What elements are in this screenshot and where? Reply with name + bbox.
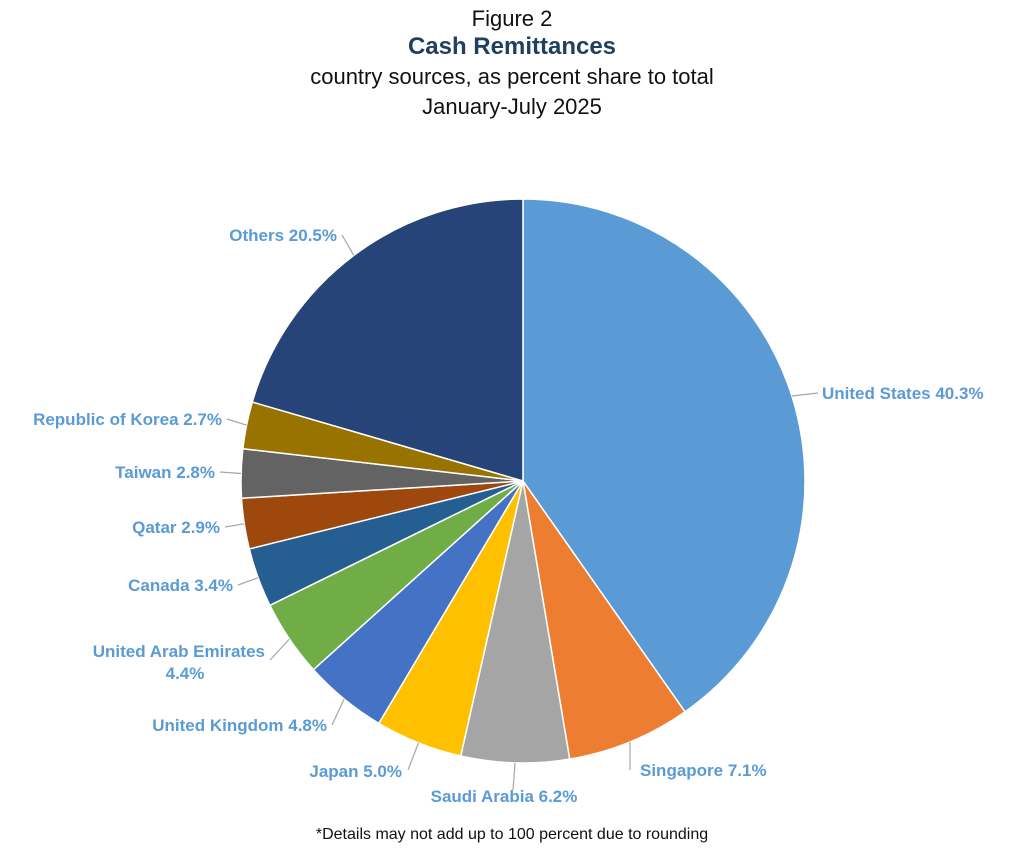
pie-labels: United States 40.3% Singapore 7.1% Saudi A…	[33, 226, 984, 806]
data-label-japan: Japan 5.0%	[309, 762, 402, 781]
figure-label: Figure 2	[471, 6, 553, 31]
data-label-qatar: Qatar 2.9%	[132, 518, 220, 537]
pie-slices	[240, 198, 806, 764]
footnote: *Details may not add up to 100 percent d…	[315, 826, 709, 843]
data-label-united-kingdom: United Kingdom 4.8%	[152, 716, 327, 735]
leader-line-republic-of-korea	[226, 418, 247, 426]
data-label-taiwan: Taiwan 2.8%	[115, 463, 215, 482]
data-label-saudi-arabia: Saudi Arabia 6.2%	[431, 787, 578, 806]
data-label-singapore: Singapore 7.1%	[640, 761, 767, 780]
leader-line-saudi-arabia	[512, 762, 516, 791]
leader-line-taiwan	[219, 471, 242, 475]
pie-slice-singapore	[522, 480, 687, 760]
data-label-canada: Canada 3.4%	[128, 576, 233, 595]
leader-line-others	[341, 234, 355, 256]
leader-line-japan	[407, 742, 420, 771]
pie-slice-united-states	[522, 198, 806, 713]
data-label-united-states: United States 40.3%	[822, 384, 984, 403]
leader-line-united-states	[791, 392, 819, 397]
chart-subtitle: country sources, as percent share to tot…	[310, 64, 714, 89]
data-label-united-arab-emirates: United Arab Emirates 4.4%	[93, 642, 265, 683]
leader-line-united-arab-emirates	[269, 638, 290, 661]
chart-period: January-July 2025	[422, 94, 602, 119]
data-label-republic-of-korea: Republic of Korea 2.7%	[33, 410, 222, 429]
data-label-others: Others 20.5%	[229, 226, 337, 245]
leader-line-united-kingdom	[331, 698, 345, 726]
leader-line-canada	[237, 577, 259, 586]
leader-line-qatar	[224, 523, 245, 528]
chart-title: Cash Remittances	[407, 33, 617, 60]
